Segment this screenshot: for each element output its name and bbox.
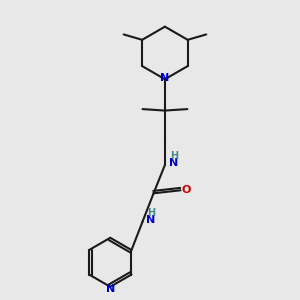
Text: N: N (106, 284, 115, 294)
Text: N: N (146, 215, 155, 225)
Text: H: H (170, 151, 178, 161)
Text: N: N (169, 158, 178, 168)
Text: H: H (147, 208, 155, 218)
Text: N: N (160, 73, 170, 83)
Text: O: O (181, 185, 190, 195)
